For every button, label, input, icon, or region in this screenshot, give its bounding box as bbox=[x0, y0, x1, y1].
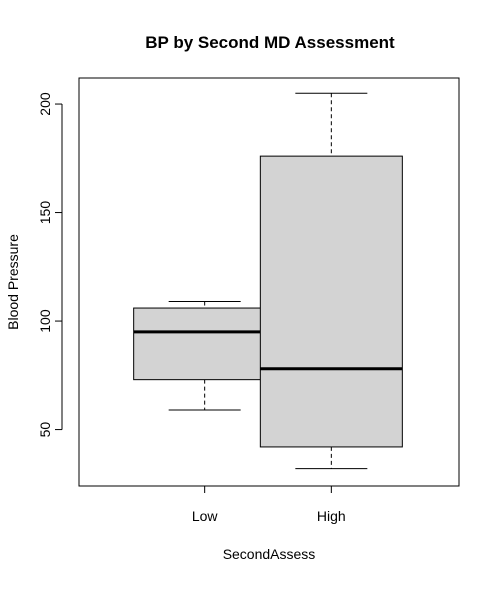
box-high bbox=[259, 92, 403, 470]
y-tick-label: 200 bbox=[37, 92, 53, 116]
x-tick-label-low: Low bbox=[192, 508, 219, 524]
y-tick-label: 150 bbox=[37, 201, 53, 225]
y-axis-label: Blood Pressure bbox=[5, 234, 21, 330]
y-tick-label: 100 bbox=[37, 309, 53, 333]
iqr-box-low bbox=[133, 307, 277, 381]
iqr-box-high bbox=[259, 155, 403, 448]
y-axis: 50 100 150 200 bbox=[37, 92, 63, 438]
x-axis-label: SecondAssess bbox=[223, 546, 316, 562]
boxes-layer bbox=[133, 92, 403, 470]
y-tick-label: 50 bbox=[37, 422, 53, 438]
chart-title: BP by Second MD Assessment bbox=[145, 33, 395, 52]
box-low bbox=[133, 301, 277, 411]
x-axis: Low High bbox=[192, 485, 346, 524]
x-tick-label-high: High bbox=[317, 508, 346, 524]
